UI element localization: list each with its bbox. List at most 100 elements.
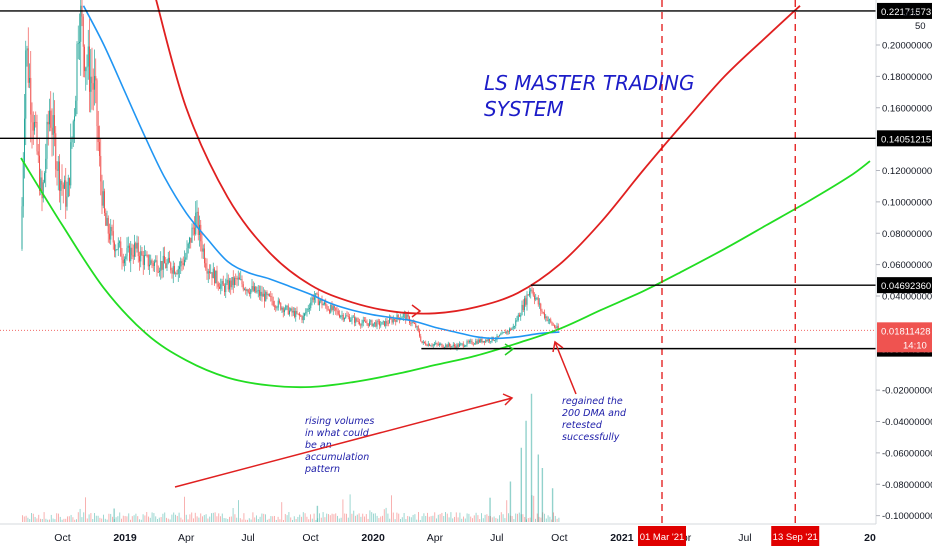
candle — [183, 250, 185, 267]
candle — [141, 246, 143, 257]
volume-bar — [261, 513, 263, 522]
volume-bar — [534, 518, 536, 522]
candle — [271, 293, 273, 306]
candle — [385, 318, 387, 329]
volume-bar — [264, 514, 266, 522]
level-label-bg-1 — [877, 130, 932, 147]
volume-bar — [252, 512, 254, 522]
candle — [211, 272, 213, 286]
volume-bar — [326, 513, 328, 522]
candle — [177, 265, 179, 282]
candle — [518, 312, 520, 317]
candle — [546, 315, 548, 322]
volume-bar — [140, 519, 142, 522]
candle — [293, 307, 295, 319]
level-label-bg-0 — [877, 2, 932, 19]
volume-bar — [302, 512, 304, 522]
candle — [103, 188, 105, 217]
volume-bar — [38, 514, 40, 522]
candle — [378, 319, 380, 330]
volume-bar — [543, 513, 545, 522]
candle — [357, 317, 359, 325]
series-line-1 — [155, 0, 801, 315]
volume-bar — [308, 519, 310, 522]
candle — [513, 325, 515, 330]
volume-bar — [255, 515, 257, 522]
volume-bar — [506, 500, 508, 522]
candle — [435, 340, 437, 345]
annotations: LS MASTER TRADING SYSTEM rising volumes … — [304, 71, 695, 475]
candle — [265, 290, 267, 302]
candle — [97, 110, 99, 152]
candle — [442, 344, 444, 348]
candle — [507, 330, 509, 335]
candle — [506, 330, 508, 336]
candle — [182, 256, 184, 270]
volume-bar — [356, 514, 358, 522]
candle — [351, 315, 353, 325]
candle — [72, 119, 74, 147]
volume-bar — [392, 512, 394, 522]
candle — [137, 236, 139, 263]
candle — [520, 312, 522, 321]
volume-bar — [369, 510, 371, 522]
volume-bar — [491, 517, 493, 522]
volume-bar — [338, 518, 340, 522]
candle — [38, 137, 40, 196]
volume-bar — [410, 517, 412, 522]
candle — [133, 234, 135, 260]
candle — [458, 341, 460, 347]
candle — [50, 91, 52, 132]
candle — [178, 261, 180, 278]
candle — [63, 175, 65, 190]
volume-bar — [257, 519, 259, 522]
volume-bar — [556, 518, 558, 522]
volume-bar — [507, 513, 509, 522]
candle — [376, 319, 378, 330]
y-tick-label: 0.08000000 — [882, 229, 932, 240]
volume-bar — [504, 518, 506, 522]
volume-bar — [192, 518, 194, 522]
candle — [86, 54, 88, 85]
candle — [493, 339, 495, 342]
chart-title-line-2: SYSTEM — [484, 97, 564, 121]
candle — [117, 237, 119, 257]
volume-bar — [178, 512, 180, 522]
volume-bar — [452, 518, 454, 522]
candle — [332, 303, 334, 316]
candle — [136, 235, 138, 253]
candle — [226, 272, 228, 286]
currency-label[interactable]: USD — [902, 8, 922, 18]
volume-bar — [83, 512, 85, 522]
y-tick-label: 0.04000000 — [882, 292, 932, 303]
candle — [538, 298, 540, 309]
x-tick-label: Apr — [178, 532, 195, 544]
candle — [532, 288, 534, 297]
candle — [222, 275, 224, 286]
candle — [291, 306, 293, 317]
level-label-2: 0.04692360 — [881, 281, 931, 292]
candle — [477, 338, 479, 345]
candle — [356, 317, 358, 323]
volume-bar — [101, 518, 103, 522]
candle — [150, 254, 152, 266]
candle — [512, 323, 514, 330]
volume-bar — [457, 517, 459, 522]
volume-bar — [536, 513, 538, 522]
candle — [456, 342, 458, 351]
candle — [166, 259, 168, 272]
volume-bar — [320, 517, 322, 522]
candle — [425, 340, 427, 346]
volume-bar — [405, 519, 407, 522]
candle — [366, 319, 368, 326]
candle — [472, 341, 474, 347]
volume-bar — [439, 514, 441, 522]
candle — [111, 224, 113, 236]
candle — [27, 27, 29, 88]
candle — [377, 318, 379, 325]
candle — [52, 92, 54, 156]
current-price-bg — [877, 322, 932, 353]
volume-bar — [443, 516, 445, 522]
